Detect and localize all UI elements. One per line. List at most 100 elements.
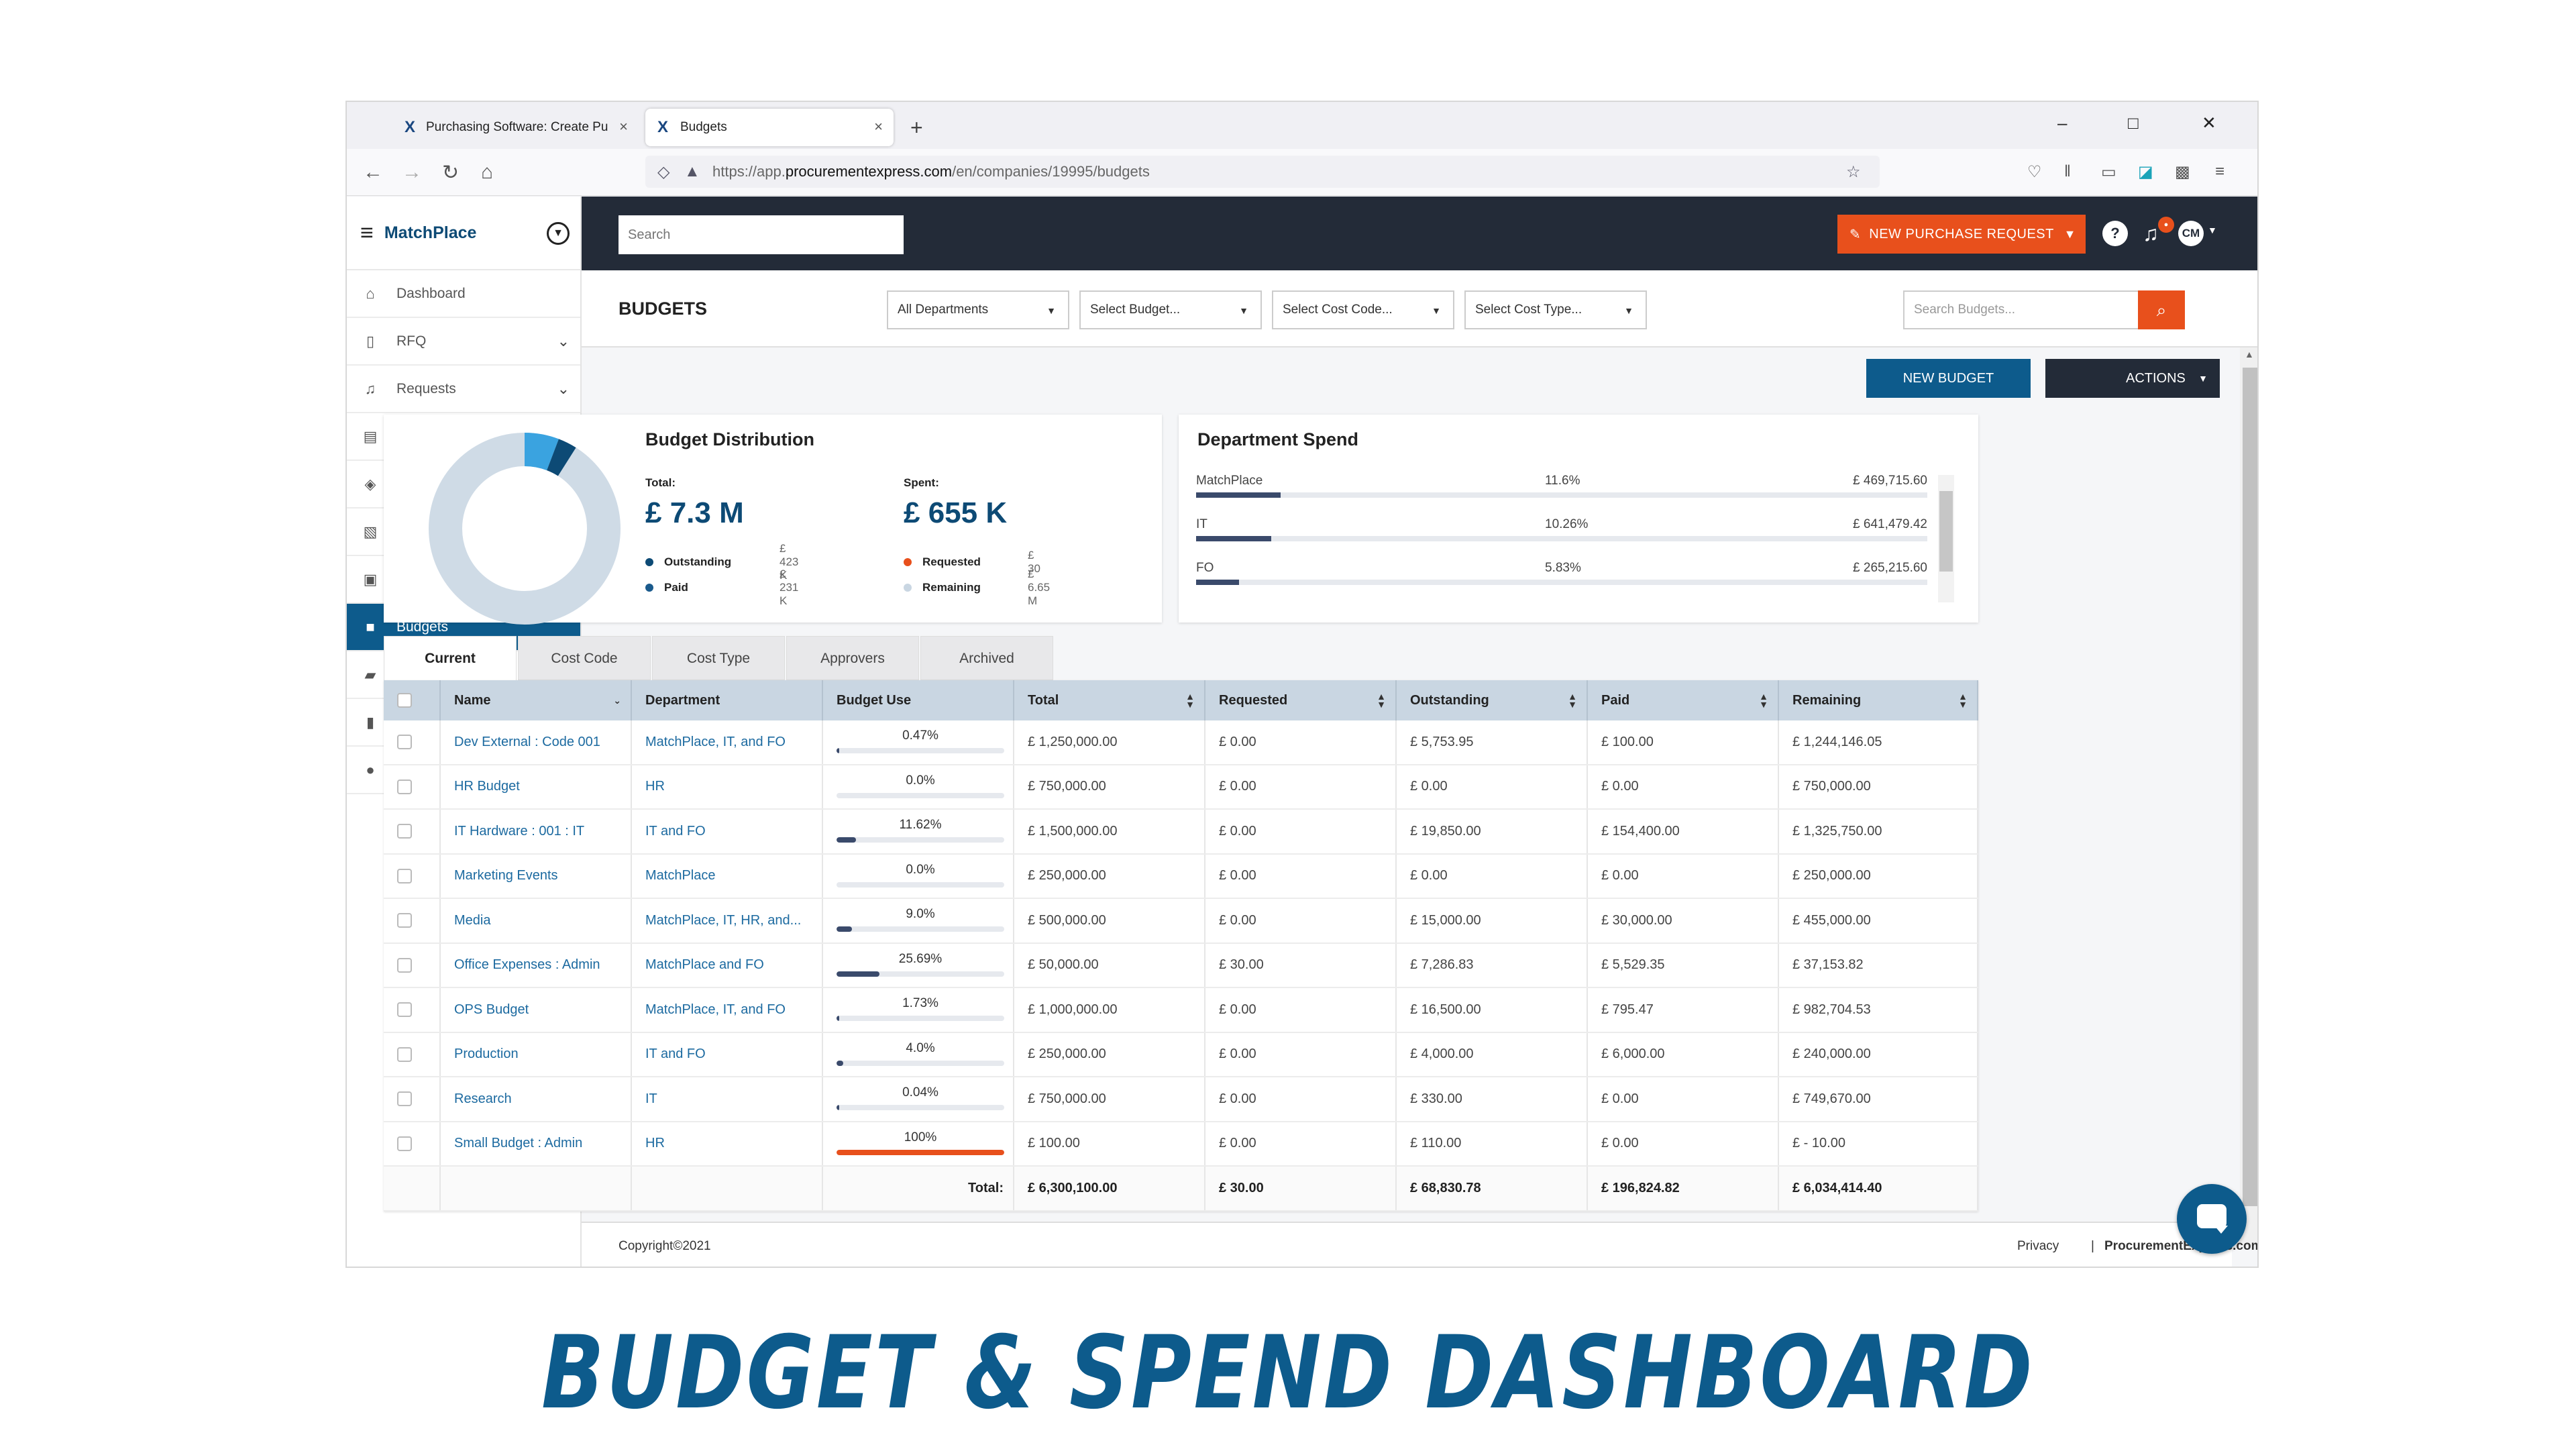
budget-name-cell[interactable]: Office Expenses : Admin [441, 943, 632, 987]
budget-name-link[interactable]: Dev External : Code 001 [454, 734, 600, 749]
column-header-name[interactable]: Name ⌄ [441, 680, 632, 720]
row-checkbox[interactable] [397, 1046, 412, 1062]
scroll-up-icon[interactable]: ▲ [2245, 349, 2254, 360]
budget-name-link[interactable]: Production [454, 1046, 519, 1062]
column-header-total[interactable]: Total ▲ ▼ [1014, 680, 1205, 720]
sidebar-item-dashboard[interactable]: ⌂ Dashboard [347, 270, 580, 318]
budget-name-link[interactable]: HR Budget [454, 779, 520, 794]
column-header-remaining[interactable]: Remaining ▲ ▼ [1779, 680, 1978, 720]
window-close-icon[interactable]: ✕ [2202, 113, 2216, 133]
department-spend-scrollbar[interactable] [1938, 475, 1954, 602]
table-row[interactable]: Production IT and FO 4.0% £ 250,000.00 £ 0.0… [384, 1032, 1978, 1077]
extension-icon[interactable]: ▩ [2175, 163, 2190, 181]
sort-icon[interactable]: ▲ ▼ [1185, 691, 1195, 710]
table-row[interactable]: OPS Budget MatchPlace, IT, and FO 1.73% £ 1… [384, 988, 1978, 1033]
department-cell[interactable]: HR [632, 1122, 823, 1165]
budget-name-link[interactable]: Small Budget : Admin [454, 1136, 583, 1151]
search-input[interactable] [619, 215, 904, 254]
table-row[interactable]: Marketing Events MatchPlace 0.0% £ 250,000.… [384, 854, 1978, 899]
sidebar-item-rfq[interactable]: ▯ RFQ ⌄ [347, 318, 580, 366]
budget-name-link[interactable]: Media [454, 912, 491, 928]
forward-icon[interactable]: → [402, 161, 422, 183]
row-checkbox[interactable] [397, 1002, 412, 1018]
sidebar-brand[interactable]: ≡ MatchPlace ▼ [347, 197, 580, 270]
table-row[interactable]: Office Expenses : Admin MatchPlace and FO… [384, 943, 1978, 988]
chevron-down-icon[interactable]: ⌄ [613, 695, 621, 706]
table-row[interactable]: Media MatchPlace, IT, HR, and... 9.0% £ 500… [384, 899, 1978, 944]
new-tab-icon[interactable]: + [910, 115, 923, 140]
bookmark-star-icon[interactable]: ☆ [1846, 163, 1861, 181]
table-row[interactable]: Small Budget : Admin HR 100% £ 100.00 £ 0.00… [384, 1122, 1978, 1167]
department-cell[interactable]: MatchPlace, IT, and FO [632, 720, 823, 764]
department-cell[interactable]: MatchPlace and FO [632, 943, 823, 987]
department-cell[interactable]: MatchPlace [632, 854, 823, 898]
budget-name-cell[interactable]: Production [441, 1032, 632, 1076]
tab-cost-type[interactable]: Cost Type [652, 636, 785, 680]
budget-name-cell[interactable]: Small Budget : Admin [441, 1122, 632, 1165]
cost-code-filter[interactable]: Select Cost Code... ▼ [1272, 290, 1454, 329]
checkbox-cell[interactable] [384, 1077, 441, 1121]
column-header-paid[interactable]: Paid ▲ ▼ [1588, 680, 1779, 720]
browser-tab[interactable]: X Purchasing Software: Create Pu × [347, 109, 639, 146]
checkbox-cell[interactable] [384, 899, 441, 943]
back-icon[interactable]: ← [363, 161, 383, 183]
column-header-outstanding[interactable]: Outstanding ▲ ▼ [1397, 680, 1588, 720]
tab-cost-code[interactable]: Cost Code [518, 636, 651, 680]
home-icon[interactable]: ⌂ [481, 161, 494, 183]
department-cell[interactable]: IT and FO [632, 810, 823, 853]
pocket-icon[interactable]: ♡ [2027, 163, 2042, 181]
reload-icon[interactable]: ↻ [442, 162, 460, 184]
chat-button[interactable] [2177, 1184, 2247, 1254]
department-link[interactable]: MatchPlace, IT, HR, and... [645, 912, 802, 928]
checkbox-cell[interactable] [384, 1032, 441, 1076]
bell-icon[interactable]: ♫ [2143, 221, 2159, 246]
sort-icon[interactable]: ▲ ▼ [1958, 691, 1968, 710]
chevron-down-icon[interactable]: ▼ [2208, 225, 2217, 235]
search-icon[interactable]: ⌕ [2138, 290, 2185, 329]
row-checkbox[interactable] [397, 1136, 412, 1151]
url-bar[interactable]: ◇ ▲ https://app. procurementexpress.com/e… [645, 156, 1880, 188]
scroll-thumb[interactable] [1939, 491, 1953, 572]
new-budget-button[interactable]: NEW BUDGET [1866, 359, 2031, 398]
budget-name-cell[interactable]: Research [441, 1077, 632, 1121]
budget-name-cell[interactable]: IT Hardware : 001 : IT [441, 810, 632, 853]
checkbox-cell[interactable] [384, 810, 441, 853]
table-row[interactable]: HR Budget HR 0.0% £ 750,000.00 £ 0.00 £ 0.00 £… [384, 765, 1978, 810]
row-checkbox[interactable] [397, 779, 412, 794]
department-link[interactable]: MatchPlace [645, 868, 716, 883]
avatar[interactable]: CM [2178, 221, 2204, 246]
page-scrollbar[interactable]: ▲ [2240, 347, 2257, 1246]
privacy-link[interactable]: Privacy [2017, 1239, 2059, 1253]
hamburger-icon[interactable]: ≡ [360, 219, 374, 246]
cost-type-filter[interactable]: Select Cost Type... ▼ [1464, 290, 1647, 329]
chevron-down-icon[interactable]: ⌄ [557, 333, 570, 350]
row-checkbox[interactable] [397, 957, 412, 973]
column-header-department[interactable]: Department [632, 680, 823, 720]
sort-icon[interactable]: ▲ ▼ [1568, 691, 1577, 710]
close-icon[interactable]: × [874, 118, 883, 135]
sidebar-icon[interactable]: ▭ [2101, 163, 2116, 181]
checkbox-cell[interactable] [384, 988, 441, 1032]
extension-icon[interactable]: ◪ [2138, 163, 2153, 181]
table-row[interactable]: Dev External : Code 001 MatchPlace, IT, a… [384, 720, 1978, 765]
new-purchase-request-button[interactable]: ✎ NEW PURCHASE REQUEST ▼ [1837, 215, 2086, 254]
budget-name-cell[interactable]: HR Budget [441, 765, 632, 808]
maximize-icon[interactable]: □ [2128, 113, 2139, 133]
department-cell[interactable]: HR [632, 765, 823, 808]
department-filter[interactable]: All Departments ▼ [887, 290, 1069, 329]
menu-icon[interactable]: ≡ [2215, 162, 2225, 180]
budget-name-cell[interactable]: Media [441, 899, 632, 943]
row-checkbox[interactable] [397, 913, 412, 928]
department-link[interactable]: MatchPlace and FO [645, 957, 764, 973]
budget-name-link[interactable]: Research [454, 1091, 512, 1106]
budget-name-link[interactable]: Marketing Events [454, 868, 558, 883]
help-icon[interactable]: ? [2102, 221, 2128, 246]
budget-name-link[interactable]: IT Hardware : 001 : IT [454, 823, 585, 839]
row-checkbox[interactable] [397, 735, 412, 750]
department-link[interactable]: HR [645, 1136, 665, 1151]
tab-current[interactable]: Current [384, 636, 517, 680]
budget-name-cell[interactable]: Dev External : Code 001 [441, 720, 632, 764]
checkbox-cell[interactable] [384, 765, 441, 808]
sort-icon[interactable]: ▲ ▼ [1759, 691, 1768, 710]
minimize-icon[interactable]: – [2057, 113, 2068, 133]
